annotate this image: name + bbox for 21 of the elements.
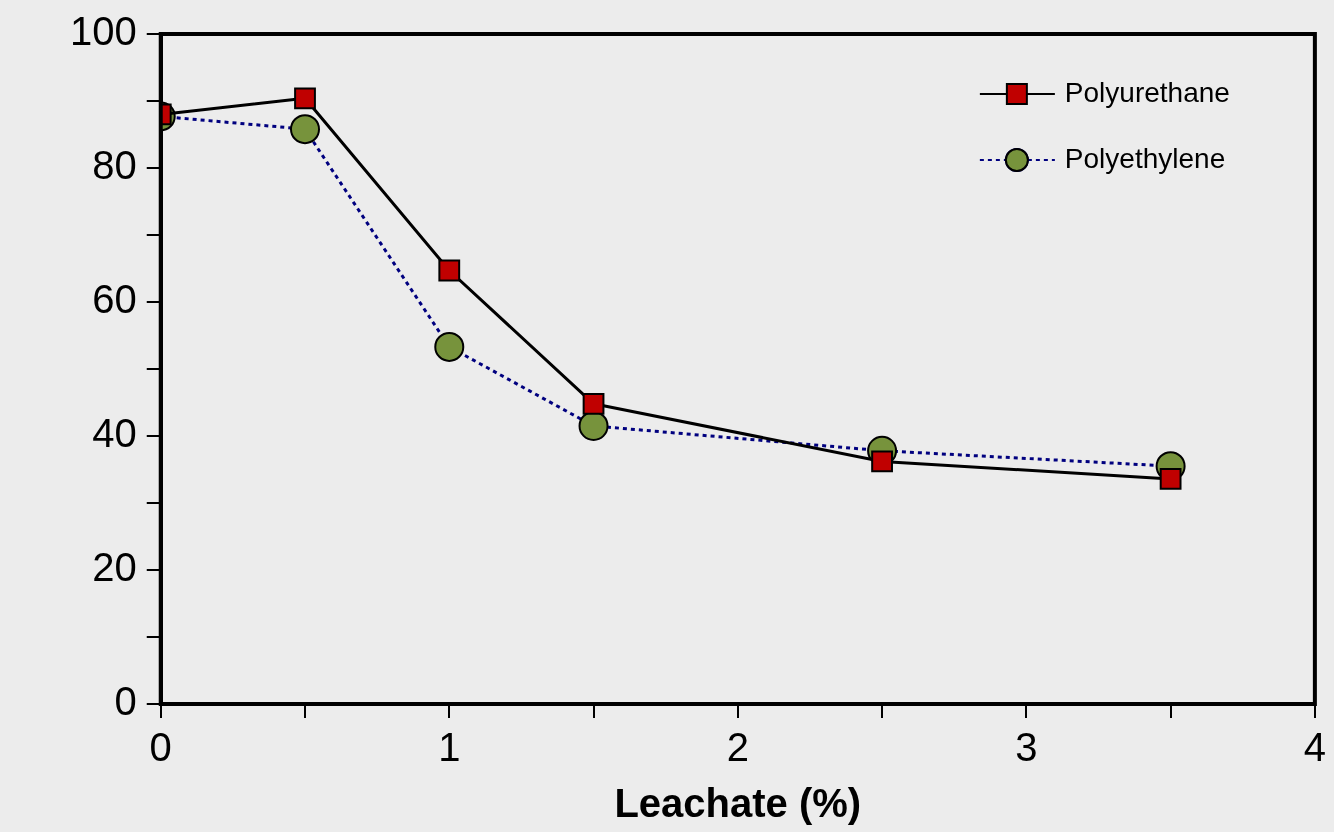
- x-axis-title: Leachate (%): [614, 781, 862, 826]
- point: [582, 392, 605, 415]
- point: [871, 450, 893, 473]
- x-tick-label: 4: [1303, 725, 1326, 770]
- x-tick-label: 0: [149, 725, 172, 770]
- point: [290, 114, 321, 145]
- point: [294, 87, 316, 110]
- y-tick-label: 40: [92, 411, 137, 456]
- y-tick-label: 100: [69, 9, 137, 54]
- x-tick-label: 2: [726, 725, 749, 770]
- x-tick-label: 1: [438, 725, 461, 770]
- x-tick-label: 3: [1015, 725, 1038, 770]
- legend-label: Polyurethane: [1064, 76, 1230, 108]
- y-tick-label: 0: [114, 679, 137, 724]
- point: [434, 331, 465, 362]
- y-tick-label: 80: [92, 143, 137, 188]
- point: [438, 259, 461, 282]
- legend-label: Polyethylene: [1064, 142, 1226, 174]
- point: [1159, 467, 1182, 490]
- y-tick-label: 60: [92, 277, 137, 322]
- y-tick-label: 20: [92, 545, 137, 590]
